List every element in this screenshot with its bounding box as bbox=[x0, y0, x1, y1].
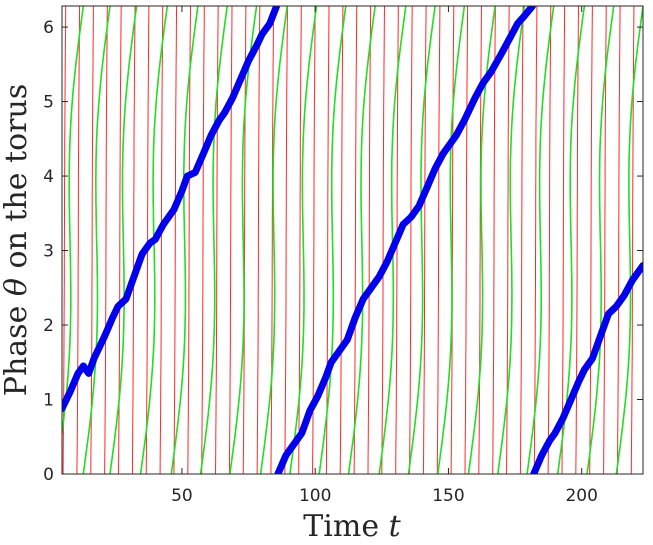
x-axis-title-symbol: t bbox=[389, 509, 402, 544]
red-fiber-22 bbox=[353, 6, 358, 474]
green-fiber-13 bbox=[407, 6, 436, 474]
red-fiber-1 bbox=[62, 6, 67, 474]
red-fiber-20 bbox=[325, 6, 330, 474]
y-tick-label-1: 1 bbox=[43, 391, 54, 411]
red-fiber-35 bbox=[533, 6, 538, 474]
y-axis-ticks: 0 1 2 3 4 5 6 bbox=[43, 18, 643, 485]
axes-box bbox=[61, 5, 644, 475]
green-fiber-17 bbox=[526, 6, 555, 474]
green-fiber-16 bbox=[497, 6, 526, 474]
x-tick-label-100: 100 bbox=[299, 486, 331, 506]
green-fiber-10 bbox=[318, 6, 347, 474]
red-fiber-11 bbox=[201, 6, 205, 474]
y-tick-label-0: 0 bbox=[43, 465, 54, 485]
red-fiber-7 bbox=[145, 6, 150, 474]
y-tick-label-6: 6 bbox=[43, 18, 54, 38]
red-fiber-40 bbox=[603, 6, 607, 474]
y-tick-label-5: 5 bbox=[43, 93, 54, 113]
green-fiber-group bbox=[62, 6, 643, 474]
green-fiber-2 bbox=[82, 6, 111, 474]
red-fiber-14 bbox=[242, 6, 247, 474]
x-axis-title-prefix: Time bbox=[303, 509, 388, 544]
red-fiber-13 bbox=[228, 6, 233, 474]
red-fiber-3 bbox=[90, 6, 94, 474]
trajectory-segment-1 bbox=[62, 6, 280, 412]
green-fiber-6 bbox=[199, 6, 228, 474]
y-tick-label-4: 4 bbox=[43, 167, 54, 187]
green-fiber-3 bbox=[109, 6, 138, 474]
x-axis-ticks: 50 100 150 200 bbox=[171, 6, 598, 506]
green-fiber-11 bbox=[347, 6, 376, 474]
green-fiber-19 bbox=[586, 6, 615, 474]
red-fiber-15 bbox=[256, 6, 261, 474]
red-fiber-38 bbox=[575, 6, 579, 474]
green-fiber-20 bbox=[615, 6, 643, 474]
red-fiber-19 bbox=[312, 6, 316, 474]
red-fiber-8 bbox=[159, 6, 164, 474]
y-axis-title: Phase θ on the torus bbox=[0, 84, 34, 396]
y-axis-title-prefix: Phase bbox=[0, 296, 34, 396]
red-fiber-37 bbox=[561, 6, 566, 474]
green-fiber-18 bbox=[556, 6, 586, 474]
red-fiber-17 bbox=[284, 6, 288, 474]
red-fiber-9 bbox=[173, 6, 178, 474]
x-tick-label-50: 50 bbox=[171, 486, 193, 506]
red-fiber-32 bbox=[492, 6, 496, 474]
green-fiber-5 bbox=[170, 6, 199, 474]
red-fiber-21 bbox=[339, 6, 344, 474]
red-fiber-28 bbox=[436, 6, 441, 474]
x-axis-title: Time t bbox=[303, 509, 401, 544]
red-fiber-group bbox=[62, 6, 635, 474]
red-fiber-30 bbox=[464, 6, 469, 474]
green-fiber-9 bbox=[289, 6, 318, 474]
red-fiber-4 bbox=[104, 6, 108, 474]
green-fiber-14 bbox=[437, 6, 466, 474]
trajectory-group bbox=[62, 6, 643, 474]
red-fiber-29 bbox=[450, 6, 455, 474]
red-fiber-41 bbox=[616, 6, 621, 474]
y-axis-title-symbol: θ bbox=[0, 278, 34, 296]
red-fiber-24 bbox=[381, 6, 385, 474]
trajectory-segment-3 bbox=[530, 261, 643, 474]
red-fiber-36 bbox=[547, 6, 552, 474]
red-fiber-39 bbox=[589, 6, 593, 474]
green-fiber-7 bbox=[229, 6, 258, 474]
green-fiber-12 bbox=[378, 6, 407, 474]
red-fiber-2 bbox=[76, 6, 81, 474]
y-axis-title-suffix: on the torus bbox=[0, 84, 34, 278]
red-fiber-34 bbox=[519, 6, 524, 474]
y-tick-label-2: 2 bbox=[43, 316, 54, 336]
y-tick-label-3: 3 bbox=[43, 242, 54, 262]
x-tick-label-150: 150 bbox=[432, 486, 464, 506]
green-fiber-8 bbox=[259, 6, 288, 474]
red-fiber-23 bbox=[367, 6, 372, 474]
red-fiber-10 bbox=[187, 6, 191, 474]
red-fiber-26 bbox=[409, 6, 413, 474]
trajectory-segment-2 bbox=[274, 6, 536, 474]
x-tick-label-200: 200 bbox=[565, 486, 597, 506]
red-fiber-6 bbox=[131, 6, 136, 474]
red-fiber-16 bbox=[270, 6, 275, 474]
